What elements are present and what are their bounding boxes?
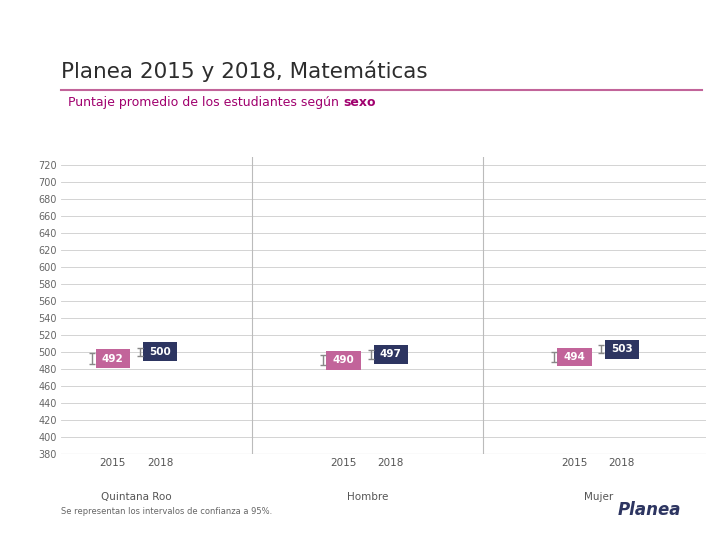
Text: Puntaje promedio de los estudiantes según: Puntaje promedio de los estudiantes segú…	[68, 96, 343, 109]
Text: 490: 490	[333, 355, 354, 365]
Text: 492: 492	[102, 354, 124, 363]
Text: 503: 503	[611, 344, 633, 354]
Text: 500: 500	[149, 347, 171, 357]
Text: Mujer: Mujer	[584, 492, 613, 503]
Text: Planea 2015 y 2018, Matemáticas: Planea 2015 y 2018, Matemáticas	[61, 60, 428, 82]
Text: Se representan los intervalos de confianza a 95%.: Se representan los intervalos de confian…	[61, 507, 272, 516]
Text: Quintana Roo: Quintana Roo	[101, 492, 171, 503]
Text: 494: 494	[564, 352, 585, 362]
Bar	[96, 349, 130, 368]
Text: Hombre: Hombre	[346, 492, 388, 503]
Text: sexo: sexo	[343, 96, 376, 109]
Text: 497: 497	[380, 349, 402, 359]
Bar	[143, 342, 177, 361]
Bar	[605, 340, 639, 359]
Bar	[374, 345, 408, 363]
Text: 6º de primaria: 6º de primaria	[87, 31, 172, 44]
Bar	[326, 351, 361, 369]
Bar	[557, 348, 592, 366]
Text: Planea: Planea	[618, 502, 681, 519]
